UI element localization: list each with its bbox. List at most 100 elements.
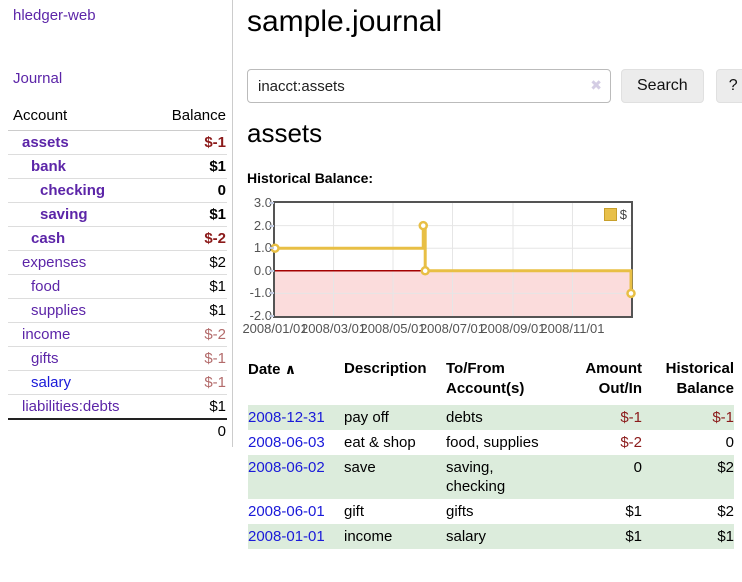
- account-link[interactable]: checking: [40, 182, 106, 199]
- account-row: supplies $1: [8, 298, 227, 323]
- x-axis-tick-label: 2008/03/01: [300, 321, 367, 336]
- transaction-description: save: [344, 459, 376, 476]
- transaction-row[interactable]: 2008-06-03 eat & shop food, supplies $-2 0: [248, 430, 734, 455]
- transaction-row[interactable]: 2008-06-01 gift gifts $1 $2: [248, 499, 734, 524]
- accounts-header-row: Account Balance: [8, 103, 227, 131]
- y-axis-tick-label: -2.0: [249, 308, 272, 323]
- register-header-row: Date ∧ Description To/From Account(s) Am…: [248, 357, 734, 405]
- transaction-accounts: saving, checking: [446, 459, 506, 495]
- transaction-date-cell: 2008-01-01: [248, 524, 344, 549]
- transaction-accounts: debts: [446, 409, 483, 426]
- account-balance: $-1: [150, 370, 227, 395]
- x-axis-tick-label: 2008/01/01: [242, 321, 308, 336]
- account-row: cash $-2: [8, 226, 227, 251]
- search-field-wrap: ✖: [247, 69, 611, 103]
- account-link[interactable]: assets: [22, 134, 69, 151]
- account-link[interactable]: supplies: [31, 302, 87, 319]
- register-header-date[interactable]: Date ∧: [248, 361, 297, 378]
- transaction-amount: $1: [554, 524, 642, 549]
- account-link[interactable]: income: [22, 326, 71, 343]
- account-cell: salary: [8, 370, 151, 395]
- register-header-accounts: To/From Account(s): [446, 360, 525, 397]
- transaction-row[interactable]: 2008-12-31 pay off debts $-1 $-1: [248, 405, 734, 430]
- account-link[interactable]: saving: [40, 206, 88, 223]
- transaction-balance: $1: [642, 524, 734, 549]
- transaction-date-link[interactable]: 2008-06-03: [248, 434, 325, 451]
- transaction-accounts: salary: [446, 528, 487, 545]
- transaction-date-link[interactable]: 2008-01-01: [248, 528, 325, 545]
- y-axis-tick-mark: [269, 315, 274, 317]
- search-bar: ✖ Search ?: [247, 69, 742, 103]
- transaction-amount: 0: [554, 455, 642, 499]
- y-axis-tick-label: 1.0: [253, 240, 272, 256]
- account-link[interactable]: expenses: [22, 254, 87, 271]
- transaction-date-link[interactable]: 2008-06-02: [248, 459, 325, 476]
- account-row: income $-2: [8, 322, 227, 347]
- x-axis-tick-label: 2008/05/01: [360, 321, 426, 336]
- chart-svg: [270, 203, 636, 316]
- accounts-total-spacer: [8, 418, 151, 443]
- sidebar: hledger-web Journal Account Balance asse…: [0, 0, 233, 447]
- amount-value: $1: [625, 528, 642, 545]
- balance-value: $-1: [712, 409, 734, 426]
- amount-value: $-1: [620, 409, 642, 426]
- search-input[interactable]: [247, 69, 611, 103]
- x-axis-tick-label: 2008/11/01: [540, 321, 605, 336]
- account-balance: $-1: [150, 346, 227, 371]
- transaction-amount: $1: [554, 499, 642, 524]
- account-cell: saving: [8, 202, 151, 227]
- balance-value: $2: [717, 503, 734, 520]
- account-balance: $1: [150, 274, 227, 299]
- transaction-balance: 0: [642, 430, 734, 455]
- transaction-description: income: [344, 528, 393, 545]
- brand-link[interactable]: hledger-web: [13, 7, 96, 24]
- account-link[interactable]: salary: [31, 374, 72, 391]
- amount-value: $1: [625, 503, 642, 520]
- account-cell: checking: [8, 178, 151, 203]
- account-link[interactable]: cash: [31, 230, 66, 247]
- x-axis-tick-label: 2008/07/01: [419, 321, 486, 336]
- legend-label: $: [619, 207, 627, 222]
- transaction-amount: $-1: [554, 405, 642, 430]
- transaction-accounts: food, supplies: [446, 434, 539, 451]
- transaction-row[interactable]: 2008-06-02 save saving, checking 0 $2: [248, 455, 734, 499]
- y-axis-tick-mark: [269, 247, 274, 250]
- clear-search-icon[interactable]: ✖: [590, 77, 602, 93]
- account-row: salary $-1: [8, 370, 227, 395]
- transaction-description: gift: [344, 503, 365, 520]
- account-page-heading: assets: [247, 118, 323, 148]
- account-balance: $-2: [150, 322, 227, 347]
- y-axis-tick-label: 3.0: [253, 195, 272, 210]
- account-cell: supplies: [8, 298, 151, 323]
- transaction-balance: $-1: [642, 405, 734, 430]
- transaction-balance: $2: [642, 499, 734, 524]
- account-balance: $-2: [150, 226, 227, 251]
- nav-journal-link[interactable]: Journal: [13, 70, 63, 87]
- account-link[interactable]: bank: [31, 158, 67, 175]
- search-button[interactable]: Search: [621, 69, 704, 103]
- chart-title: Historical Balance:: [247, 170, 374, 186]
- account-row: assets $-1: [8, 130, 227, 155]
- transaction-description: eat & shop: [344, 434, 416, 451]
- balance-value: 0: [725, 434, 734, 451]
- transaction-row[interactable]: 2008-01-01 income salary $1 $1: [248, 524, 734, 549]
- transaction-date-link[interactable]: 2008-06-01: [248, 503, 325, 520]
- account-cell: food: [8, 274, 151, 299]
- account-link[interactable]: food: [31, 278, 61, 295]
- account-row: checking 0: [8, 178, 227, 203]
- account-cell: expenses: [8, 250, 151, 275]
- account-link[interactable]: gifts: [31, 350, 59, 367]
- accounts-total-value: 0: [150, 418, 227, 443]
- transaction-date-cell: 2008-06-03: [248, 430, 344, 455]
- account-link[interactable]: liabilities:debts: [22, 398, 120, 415]
- account-balance: $-1: [150, 130, 227, 155]
- account-cell: bank: [8, 154, 151, 179]
- transaction-date-link[interactable]: 2008-12-31: [248, 409, 325, 426]
- account-balance: $1: [150, 202, 227, 227]
- account-row: liabilities:debts $1: [8, 394, 227, 420]
- account-balance: 0: [150, 178, 227, 203]
- account-cell: cash: [8, 226, 151, 251]
- transaction-accounts: gifts: [446, 503, 474, 520]
- search-help-button[interactable]: ?: [715, 69, 742, 103]
- account-cell: liabilities:debts: [8, 394, 151, 420]
